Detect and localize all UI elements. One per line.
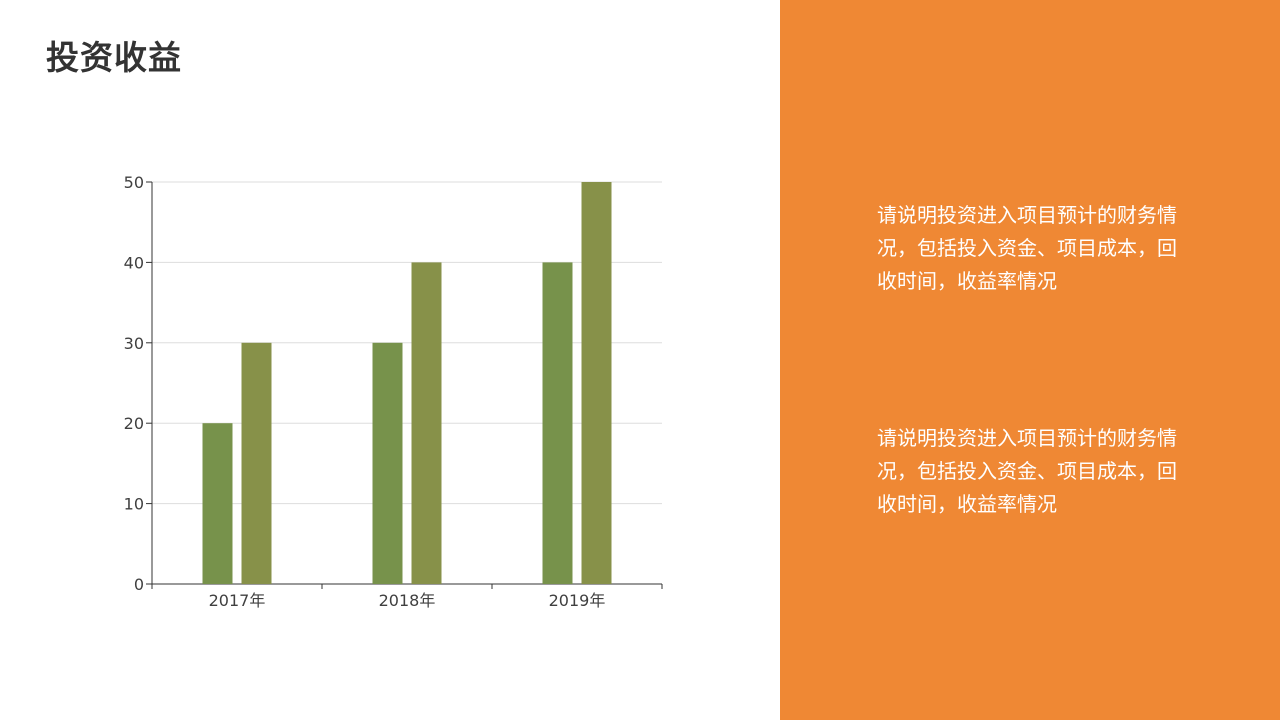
y-tick-label: 20 [124, 414, 144, 433]
y-tick-label: 40 [124, 253, 144, 272]
chart-canvas: 0 10 20 30 40 50 2017年 2018年 2019年 [124, 173, 663, 610]
y-tick-label: 0 [134, 575, 144, 594]
bar [241, 342, 272, 584]
x-tick-label: 2018年 [379, 591, 436, 610]
y-tick-label: 50 [124, 173, 144, 192]
page-title: 投资收益 [46, 38, 182, 77]
bar [411, 262, 442, 584]
bar-chart: 0 10 20 30 40 50 2017年 2018年 2019年 [124, 173, 663, 610]
bar [202, 423, 233, 584]
bar [581, 182, 612, 584]
x-tick-label: 2017年 [209, 591, 266, 610]
description-panel: 请说明投资进入项目预计的财务情况，包括投入资金、项目成本，回收时间，收益率情况 … [780, 0, 1280, 720]
x-tick-label: 2019年 [549, 591, 606, 610]
description-text-1: 请说明投资进入项目预计的财务情况，包括投入资金、项目成本，回收时间，收益率情况 [877, 203, 1177, 293]
bar [372, 342, 403, 584]
bar [542, 262, 573, 584]
y-tick-label: 10 [124, 495, 144, 514]
description-text-2: 请说明投资进入项目预计的财务情况，包括投入资金、项目成本，回收时间，收益率情况 [877, 426, 1177, 516]
y-tick-label: 30 [124, 334, 144, 353]
